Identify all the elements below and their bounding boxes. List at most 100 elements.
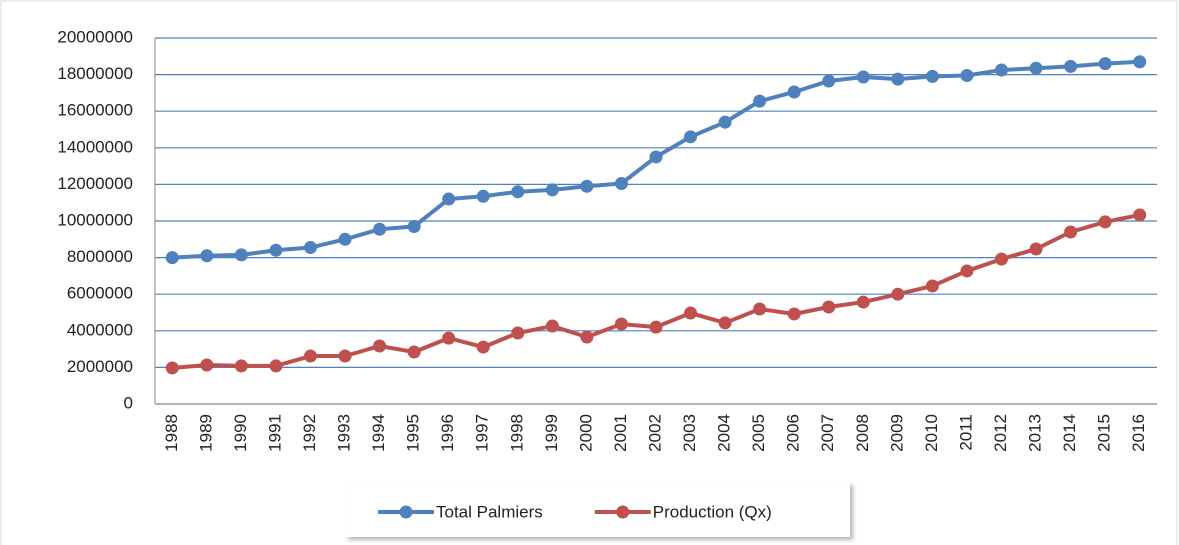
series-point <box>891 287 905 301</box>
y-tick-label: 6000000 <box>67 284 133 303</box>
x-tick-label: 2016 <box>1129 414 1148 452</box>
series-point <box>684 306 698 320</box>
series-point <box>753 302 767 316</box>
series-point <box>822 300 836 314</box>
y-tick-label: 12000000 <box>57 174 133 193</box>
series-point <box>165 361 179 375</box>
series-point <box>649 320 663 334</box>
series-point <box>856 295 870 309</box>
series-point <box>580 179 594 193</box>
x-tick-label: 2012 <box>991 414 1010 452</box>
series-point <box>200 358 214 372</box>
series-point <box>787 307 801 321</box>
x-tick-label: 1988 <box>162 414 181 452</box>
x-tick-label: 2004 <box>715 414 734 452</box>
series-point <box>476 189 490 203</box>
series-point <box>200 249 214 263</box>
series-point <box>476 340 490 354</box>
legend-marker <box>399 505 413 519</box>
series-point <box>995 252 1009 266</box>
series-point <box>373 222 387 236</box>
series-point <box>1064 225 1078 239</box>
series-point <box>718 115 732 129</box>
series-point <box>1029 242 1043 256</box>
series-line <box>172 213 1141 370</box>
x-tick-label: 2009 <box>887 414 906 452</box>
y-tick-label: 0 <box>124 393 133 412</box>
x-tick-label: 2010 <box>922 414 941 452</box>
series-point <box>753 94 767 108</box>
series-point <box>995 63 1009 77</box>
series-point <box>891 72 905 86</box>
series-point <box>338 349 352 363</box>
series-point <box>1029 61 1043 75</box>
series-point <box>1098 57 1112 71</box>
x-tick-label: 1998 <box>507 414 526 452</box>
x-tick-label: 1996 <box>438 414 457 452</box>
series-point <box>1133 55 1147 69</box>
x-tick-label: 1997 <box>473 414 492 452</box>
x-tick-label: 1992 <box>300 414 319 452</box>
x-tick-label: 2002 <box>645 414 664 452</box>
x-tick-label: 2013 <box>1026 414 1045 452</box>
x-tick-label: 2008 <box>853 414 872 452</box>
series-point <box>442 331 456 345</box>
series-point <box>407 345 421 359</box>
y-tick-label: 8000000 <box>67 247 133 266</box>
series-point <box>856 70 870 84</box>
series-point <box>1133 208 1147 222</box>
series-point <box>303 241 317 255</box>
series-point <box>960 264 974 278</box>
legend-box <box>345 482 850 537</box>
legend-label: Production (Qx) <box>653 502 772 521</box>
series-point <box>165 251 179 265</box>
series-point <box>822 74 836 88</box>
series-point <box>442 192 456 206</box>
series-point <box>960 69 974 83</box>
series-point <box>545 183 559 197</box>
x-tick-label: 2001 <box>611 414 630 452</box>
series-point <box>925 69 939 83</box>
series-point <box>1064 59 1078 73</box>
series-point <box>614 317 628 331</box>
series-point <box>614 176 628 190</box>
x-tick-label: 1991 <box>265 414 284 452</box>
x-tick-label: 1989 <box>196 414 215 452</box>
x-tick-label: 2007 <box>818 414 837 452</box>
series-point <box>787 85 801 99</box>
series-point <box>234 359 248 373</box>
x-tick-label: 2015 <box>1095 414 1114 452</box>
x-tick-label: 2006 <box>784 414 803 452</box>
x-tick-label: 2003 <box>680 414 699 452</box>
y-tick-label: 16000000 <box>57 101 133 120</box>
series-point <box>511 326 525 340</box>
x-tick-label: 2000 <box>576 414 595 452</box>
series-point <box>925 279 939 293</box>
series-point <box>407 219 421 233</box>
legend-marker <box>616 505 630 519</box>
y-tick-label: 10000000 <box>57 210 133 229</box>
x-tick-label: 1993 <box>335 414 354 452</box>
legend: Total Palmiers Production (Qx) <box>345 482 850 537</box>
series-point <box>269 359 283 373</box>
y-tick-label: 18000000 <box>57 64 133 83</box>
legend-label: Total Palmiers <box>436 502 543 521</box>
series-point <box>649 150 663 164</box>
x-tick-label: 1995 <box>404 414 423 452</box>
x-tick-label: 1990 <box>231 414 250 452</box>
y-tick-label: 20000000 <box>57 27 133 46</box>
x-tick-label: 1994 <box>369 414 388 452</box>
x-tick-label: 2005 <box>749 414 768 452</box>
series-point <box>718 316 732 330</box>
x-tick-label: 2014 <box>1060 414 1079 452</box>
series-point <box>373 339 387 353</box>
x-tick-label: 2011 <box>956 414 975 451</box>
series-point <box>303 349 317 363</box>
y-tick-label: 14000000 <box>57 137 133 156</box>
series-point <box>580 330 594 344</box>
series-point <box>545 319 559 333</box>
series-point <box>338 232 352 246</box>
series-point <box>234 248 248 262</box>
y-tick-label: 4000000 <box>67 320 133 339</box>
